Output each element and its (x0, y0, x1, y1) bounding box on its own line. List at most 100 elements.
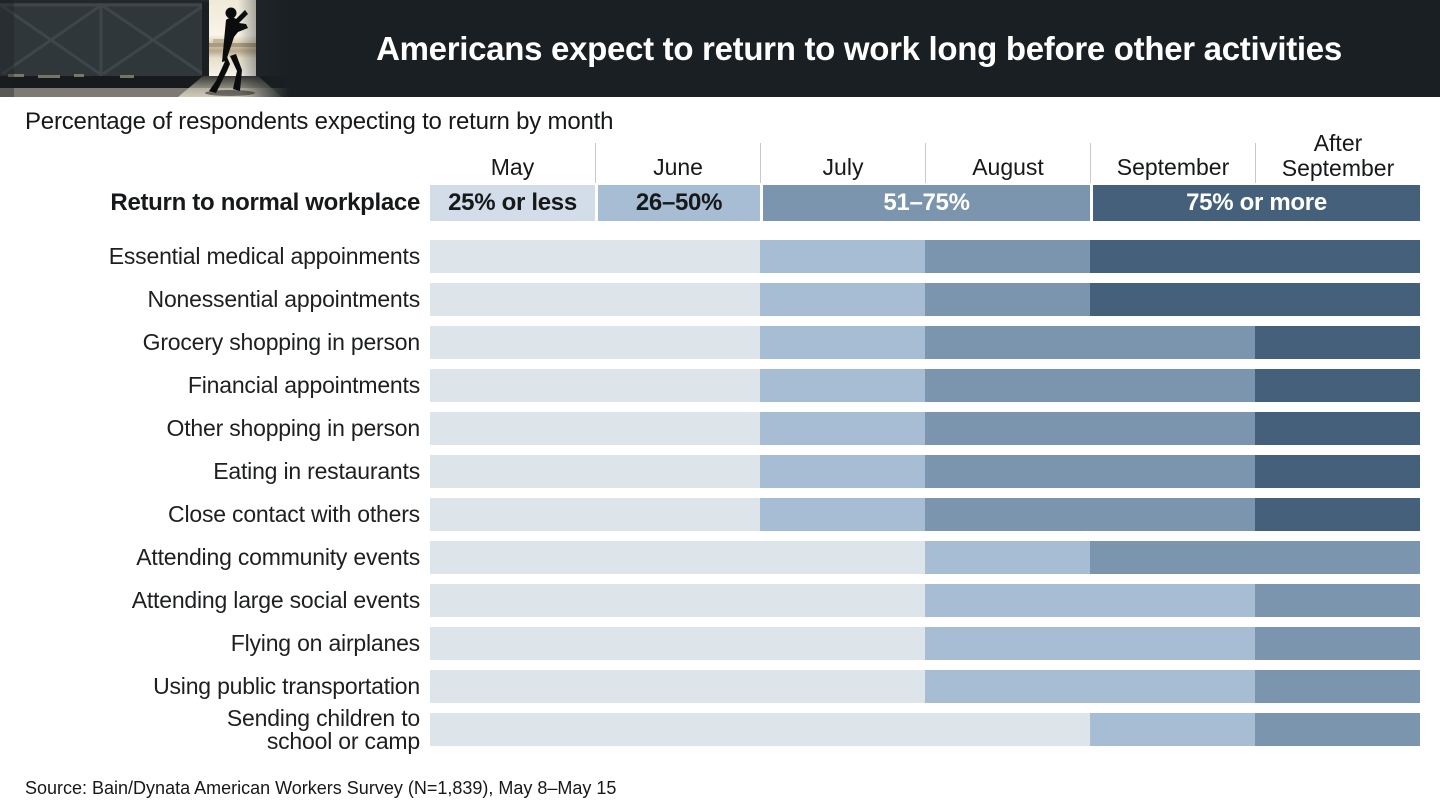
chart-row: Using public transportation (0, 670, 1440, 703)
source-note: Source: Bain/Dynata American Workers Sur… (25, 778, 617, 798)
bar-segment-mlight (760, 369, 925, 402)
bar-segment-light (430, 412, 760, 445)
row-label: Flying on airplanes (230, 630, 420, 656)
column-header-august: August (925, 143, 1090, 183)
row-label: Attending community events (136, 544, 420, 570)
chart-row: Financial appointments (0, 369, 1440, 402)
chart-row: Essential medical appoinments (0, 240, 1440, 273)
chart-row: Sending children to school or camp (0, 704, 1440, 754)
legend-segment-26-50: 26–50% (595, 185, 760, 221)
legend-bar: 25% or less 26–50% 51–75% 75% or more (430, 185, 1420, 221)
bar-segment-light (430, 240, 760, 273)
bar-segment-mlight (1090, 713, 1255, 746)
column-header-after-september: After September (1255, 131, 1420, 183)
row-label: Close contact with others (168, 501, 420, 527)
chart-row: Close contact with others (0, 498, 1440, 531)
column-header-may: May (490, 154, 535, 180)
month-column-headers: May June July August September After Sep… (430, 131, 1420, 183)
bar-segment-dark (1255, 455, 1420, 488)
bar-segment-medium (925, 326, 1255, 359)
chart-row: Attending large social events (0, 584, 1440, 617)
row-label: Nonessential appointments (147, 286, 421, 312)
bar-segment-dark (1255, 498, 1420, 531)
chart-row: Nonessential appointments (0, 283, 1440, 316)
bar-segment-light (430, 369, 760, 402)
timeline-bar (430, 455, 1420, 488)
column-header-june: June (595, 143, 760, 183)
bar-segment-dark (1255, 412, 1420, 445)
timeline-bar (430, 670, 1420, 703)
bar-segment-light (430, 498, 760, 531)
silhouette-pushing-hangar-door-illustration (0, 0, 290, 97)
chart-subtitle: Percentage of respondents expecting to r… (25, 108, 614, 135)
row-label: Essential medical appoinments (108, 243, 420, 269)
activity-rows: Essential medical appoinments Nonessentia… (0, 240, 1440, 760)
timeline-bar (430, 713, 1420, 746)
row-label: Eating in restaurants (213, 458, 420, 484)
bar-segment-mlight (760, 455, 925, 488)
bar-segment-mlight (760, 240, 925, 273)
chart-row: Flying on airplanes (0, 627, 1440, 660)
bar-segment-mlight (760, 412, 925, 445)
bar-segment-mlight (760, 283, 925, 316)
timeline-bar (430, 498, 1420, 531)
timeline-bar (430, 627, 1420, 660)
row-label: Financial appointments (187, 372, 420, 398)
chart-row: Attending community events (0, 541, 1440, 574)
bar-segment-light (430, 326, 760, 359)
legend-segment-51-75: 51–75% (760, 185, 1090, 221)
bar-segment-medium (1255, 670, 1420, 703)
timeline-bar (430, 326, 1420, 359)
bar-segment-light (430, 627, 925, 660)
row-label: Using public transportation (153, 673, 420, 699)
bar-segment-medium (925, 455, 1255, 488)
bar-segment-mlight (925, 670, 1255, 703)
bar-segment-light (430, 584, 925, 617)
bar-segment-light (430, 541, 925, 574)
bar-segment-medium (925, 283, 1090, 316)
timeline-bar (430, 584, 1420, 617)
bar-segment-medium (1255, 713, 1420, 746)
column-header-july: July (760, 143, 925, 183)
bar-segment-medium (925, 240, 1090, 273)
bar-segment-mlight (925, 627, 1255, 660)
timeline-bar (430, 369, 1420, 402)
header-banner: Americans expect to return to work long … (0, 0, 1440, 97)
bar-segment-dark (1255, 326, 1420, 359)
bar-segment-dark (1255, 369, 1420, 402)
bar-segment-medium (925, 369, 1255, 402)
row-label: Sending children to school or camp (226, 704, 420, 754)
chart-row: Eating in restaurants (0, 455, 1440, 488)
column-header-september: September (1090, 143, 1255, 183)
bar-segment-light (430, 283, 760, 316)
bar-segment-light (430, 455, 760, 488)
bar-segment-mlight (760, 326, 925, 359)
bar-segment-medium (925, 412, 1255, 445)
timeline-bar (430, 240, 1420, 273)
bar-segment-dark (1090, 240, 1420, 273)
bar-segment-light (430, 670, 925, 703)
bar-segment-mlight (760, 498, 925, 531)
page-title: Americans expect to return to work long … (376, 29, 1342, 67)
row-label: Attending large social events (131, 587, 420, 613)
timeline-bar (430, 541, 1420, 574)
timeline-bar (430, 283, 1420, 316)
bar-segment-dark (1090, 283, 1420, 316)
bar-segment-medium (925, 498, 1255, 531)
legend-row-label: Return to normal workplace (110, 189, 420, 216)
timeline-bar (430, 412, 1420, 445)
bar-segment-medium (1255, 627, 1420, 660)
bar-segment-medium (1255, 584, 1420, 617)
row-label: Grocery shopping in person (142, 329, 421, 355)
legend-segment-25-or-less: 25% or less (430, 185, 595, 221)
hangar-door-photo (0, 0, 290, 97)
bar-segment-mlight (925, 541, 1090, 574)
bar-segment-light (430, 713, 1090, 746)
bar-segment-medium (1090, 541, 1420, 574)
chart-row: Grocery shopping in person (0, 326, 1440, 359)
row-label: Other shopping in person (166, 415, 421, 441)
chart-row: Other shopping in person (0, 412, 1440, 445)
legend-segment-75-or-more: 75% or more (1090, 185, 1420, 221)
bar-segment-mlight (925, 584, 1255, 617)
